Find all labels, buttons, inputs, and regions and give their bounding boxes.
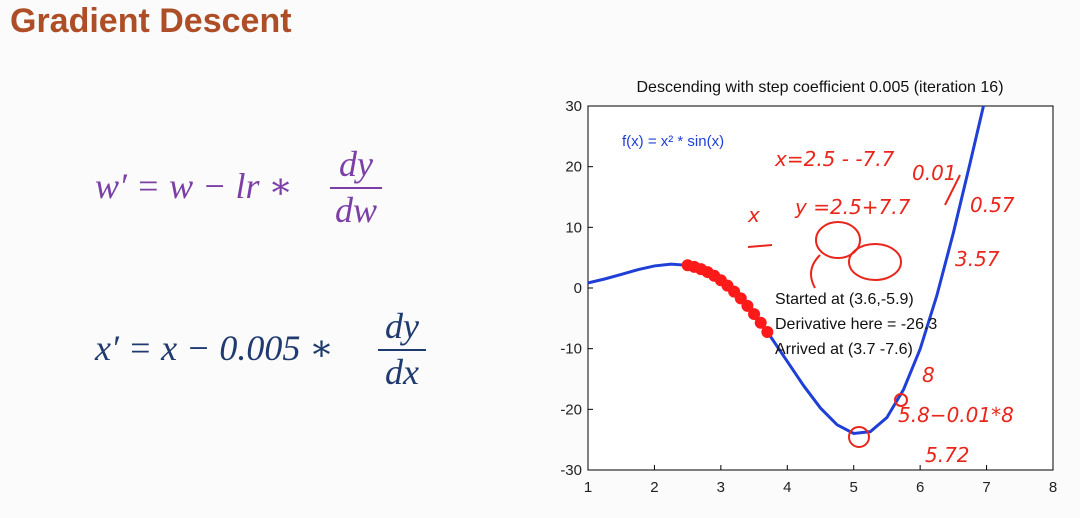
axes-box bbox=[587, 105, 1054, 471]
plot-clip bbox=[588, 106, 985, 435]
formula-lhs: x′ = x − 0.005 ∗ bbox=[94, 328, 334, 368]
formula-numerator: dy bbox=[385, 306, 419, 346]
marker bbox=[741, 299, 754, 312]
y-tick-label: 30 bbox=[565, 98, 582, 115]
annotation: Derivative here = -26.3 bbox=[775, 316, 937, 333]
y-tick-label: 10 bbox=[565, 219, 582, 236]
formula-denominator: dx bbox=[385, 352, 419, 392]
handwritten-circle bbox=[894, 393, 908, 407]
handwritten-circle bbox=[848, 243, 902, 281]
y-tick-label: -20 bbox=[560, 401, 582, 418]
x-tick-label: 7 bbox=[982, 479, 990, 496]
x-tick-label: 8 bbox=[1049, 479, 1057, 496]
x-tick-label: 1 bbox=[584, 479, 592, 496]
formula-lhs: w′ = w − lr ∗ bbox=[95, 166, 293, 206]
formula-numerator: dy bbox=[339, 144, 373, 184]
marker bbox=[754, 316, 767, 329]
annotation: Started at (3.6,-5.9) bbox=[775, 291, 914, 308]
handwritten-note: 5.72 bbox=[925, 443, 970, 467]
x-tick-label: 2 bbox=[650, 479, 658, 496]
handwritten-note: x=2.5 - -7.7 bbox=[774, 147, 895, 171]
handwritten-note: 8 bbox=[922, 363, 935, 387]
x-tick-label: 5 bbox=[850, 479, 858, 496]
legend-label: f(x) = x² * sin(x) bbox=[622, 133, 724, 150]
chart-title: Descending with step coefficient 0.005 (… bbox=[636, 79, 1003, 96]
x-tick-label: 6 bbox=[916, 479, 924, 496]
x-tick-label: 3 bbox=[717, 479, 725, 496]
y-tick-label: -10 bbox=[560, 341, 582, 358]
y-tick-label: -30 bbox=[560, 462, 582, 479]
marker bbox=[748, 308, 761, 321]
handwritten-circle bbox=[815, 221, 861, 259]
y-tick-label: 0 bbox=[574, 280, 582, 297]
annotation: Arrived at (3.7 -7.6) bbox=[775, 341, 913, 358]
handwritten-note: 3.57 bbox=[955, 247, 1000, 271]
slide-title: Gradient Descent bbox=[10, 2, 292, 40]
handwritten-note: x bbox=[747, 203, 760, 227]
y-tick-label: 20 bbox=[565, 159, 582, 176]
formula-denominator: dw bbox=[335, 190, 377, 230]
handwritten-note: 0.57 bbox=[970, 193, 1015, 217]
marker bbox=[761, 326, 774, 339]
handwritten-stroke bbox=[747, 174, 961, 289]
line bbox=[588, 106, 985, 435]
handwritten-circle bbox=[848, 426, 870, 448]
handwritten-note: y =2.5+7.7 bbox=[794, 195, 911, 219]
x-tick-label: 4 bbox=[783, 479, 791, 496]
handwritten-note: 5.8−0.01*8 bbox=[898, 403, 1014, 427]
handwritten-note: 0.01 bbox=[912, 161, 957, 185]
